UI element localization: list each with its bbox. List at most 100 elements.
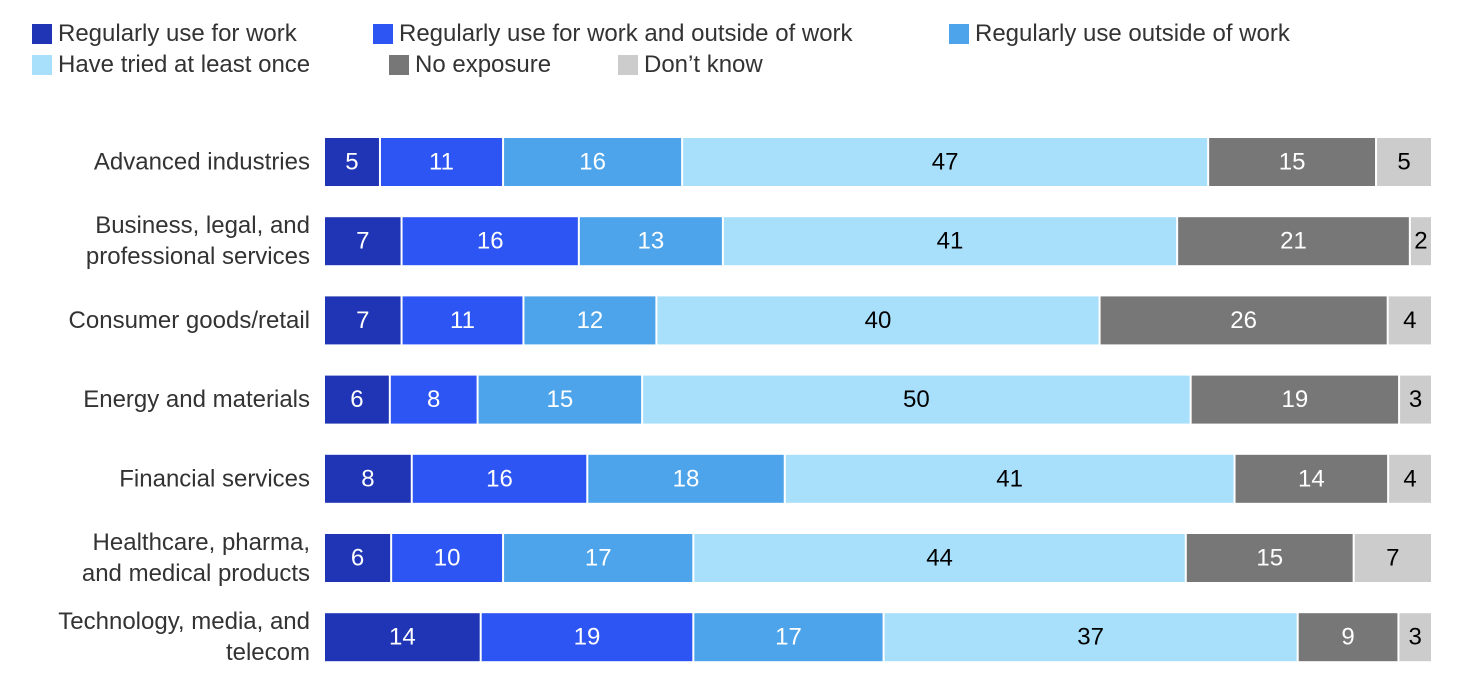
legend-item-regular-work-and-outside: Regularly use for work and outside of wo… bbox=[373, 18, 853, 49]
legend-swatch bbox=[949, 23, 969, 44]
bar-segment bbox=[325, 534, 391, 582]
data-label: 41 bbox=[937, 228, 964, 255]
legend-item-regular-outside: Regularly use outside of work bbox=[949, 18, 1290, 49]
data-label: 14 bbox=[389, 624, 416, 651]
data-label: 40 bbox=[865, 307, 892, 334]
data-label: 16 bbox=[477, 228, 504, 255]
bar-segment bbox=[723, 217, 1177, 266]
bar-segment bbox=[579, 217, 722, 266]
bar-segment bbox=[1389, 454, 1431, 503]
legend-swatch bbox=[618, 54, 638, 75]
bar-segment bbox=[402, 217, 578, 266]
category-label: Business, legal, and bbox=[95, 212, 310, 239]
bar-segment bbox=[1191, 375, 1399, 424]
bar-segment bbox=[325, 613, 480, 662]
category-label: Advanced industries bbox=[94, 149, 310, 176]
bar-segment bbox=[683, 138, 1208, 186]
legend-swatch bbox=[32, 54, 52, 75]
data-label: 14 bbox=[1298, 465, 1325, 492]
bar-segment bbox=[390, 375, 477, 424]
data-label: 50 bbox=[903, 386, 930, 413]
bar-segment bbox=[504, 534, 693, 582]
data-label: 15 bbox=[1279, 149, 1306, 176]
data-label: 41 bbox=[996, 465, 1023, 492]
data-label: 11 bbox=[450, 307, 475, 334]
bar-segment bbox=[643, 375, 1190, 424]
category-label: Healthcare, pharma, bbox=[93, 529, 310, 556]
legend: Regularly use for work Regularly use for… bbox=[32, 18, 1452, 80]
bar-segment bbox=[785, 454, 1234, 503]
data-label: 21 bbox=[1280, 228, 1307, 255]
data-label: 18 bbox=[673, 465, 700, 492]
legend-swatch bbox=[373, 23, 393, 44]
data-label: 9 bbox=[1341, 624, 1354, 651]
data-label: 47 bbox=[932, 149, 959, 176]
data-label: 4 bbox=[1403, 465, 1416, 492]
bar-segment bbox=[1399, 613, 1431, 662]
legend-label: Regularly use outside of work bbox=[975, 19, 1290, 47]
bar-segment bbox=[1209, 138, 1376, 186]
data-label: 17 bbox=[775, 624, 802, 651]
bar-segment bbox=[478, 375, 642, 424]
data-label: 37 bbox=[1077, 624, 1104, 651]
legend-item-tried-once: Have tried at least once bbox=[32, 49, 310, 80]
bar-segment bbox=[694, 613, 883, 662]
bar-segment bbox=[325, 217, 401, 266]
data-label: 8 bbox=[427, 386, 440, 413]
bar-segment bbox=[1354, 534, 1431, 582]
bar-segment bbox=[325, 138, 379, 186]
category-label: and medical products bbox=[82, 560, 310, 587]
legend-item-no-exposure: No exposure bbox=[389, 49, 551, 80]
bar-segment bbox=[1178, 217, 1409, 266]
data-label: 13 bbox=[638, 228, 665, 255]
bar-segment bbox=[481, 613, 693, 662]
bar-segment bbox=[524, 296, 656, 345]
legend-label: Don’t know bbox=[644, 50, 763, 78]
legend-swatch bbox=[32, 23, 52, 44]
data-label: 44 bbox=[926, 545, 953, 572]
data-label: 8 bbox=[361, 465, 374, 492]
data-label: 6 bbox=[350, 386, 363, 413]
bar-segment bbox=[1388, 296, 1431, 345]
bar-segment bbox=[325, 454, 411, 503]
data-label: 4 bbox=[1403, 307, 1416, 334]
legend-label: Regularly use for work bbox=[58, 19, 297, 47]
data-label: 16 bbox=[579, 149, 606, 176]
category-label: Energy and materials bbox=[83, 386, 310, 413]
bar-segment bbox=[402, 296, 523, 345]
legend-label: Regularly use for work and outside of wo… bbox=[399, 19, 853, 47]
bar-segment bbox=[588, 454, 784, 503]
data-label: 2 bbox=[1414, 228, 1427, 255]
category-label: professional services bbox=[86, 243, 310, 270]
data-label: 7 bbox=[1386, 545, 1399, 572]
data-label: 11 bbox=[429, 149, 454, 176]
bar-segment bbox=[412, 454, 587, 503]
category-label: telecom bbox=[226, 639, 310, 666]
bar-segment bbox=[1377, 138, 1431, 186]
data-label: 3 bbox=[1409, 624, 1422, 651]
data-label: 15 bbox=[547, 386, 574, 413]
legend-swatch bbox=[389, 54, 409, 75]
bar-segment bbox=[694, 534, 1185, 582]
data-label: 3 bbox=[1409, 386, 1422, 413]
category-label: Financial services bbox=[119, 465, 310, 492]
bar-segment bbox=[1410, 217, 1431, 266]
bar-segment bbox=[884, 613, 1297, 662]
data-label: 16 bbox=[486, 465, 513, 492]
bar-segment bbox=[392, 534, 503, 582]
bar-segment bbox=[1235, 454, 1388, 503]
bar-segment bbox=[325, 296, 401, 345]
category-label: Consumer goods/retail bbox=[69, 307, 310, 334]
data-label: 7 bbox=[356, 307, 369, 334]
data-label: 5 bbox=[1397, 149, 1410, 176]
legend-item-dont-know: Don’t know bbox=[618, 49, 763, 80]
data-label: 15 bbox=[1256, 545, 1283, 572]
data-label: 10 bbox=[434, 545, 461, 572]
bar-segment bbox=[657, 296, 1099, 345]
data-label: 19 bbox=[1282, 386, 1309, 413]
data-label: 6 bbox=[351, 545, 364, 572]
bar-segment bbox=[380, 138, 503, 186]
data-label: 12 bbox=[577, 307, 604, 334]
bar-segment bbox=[1400, 375, 1431, 424]
